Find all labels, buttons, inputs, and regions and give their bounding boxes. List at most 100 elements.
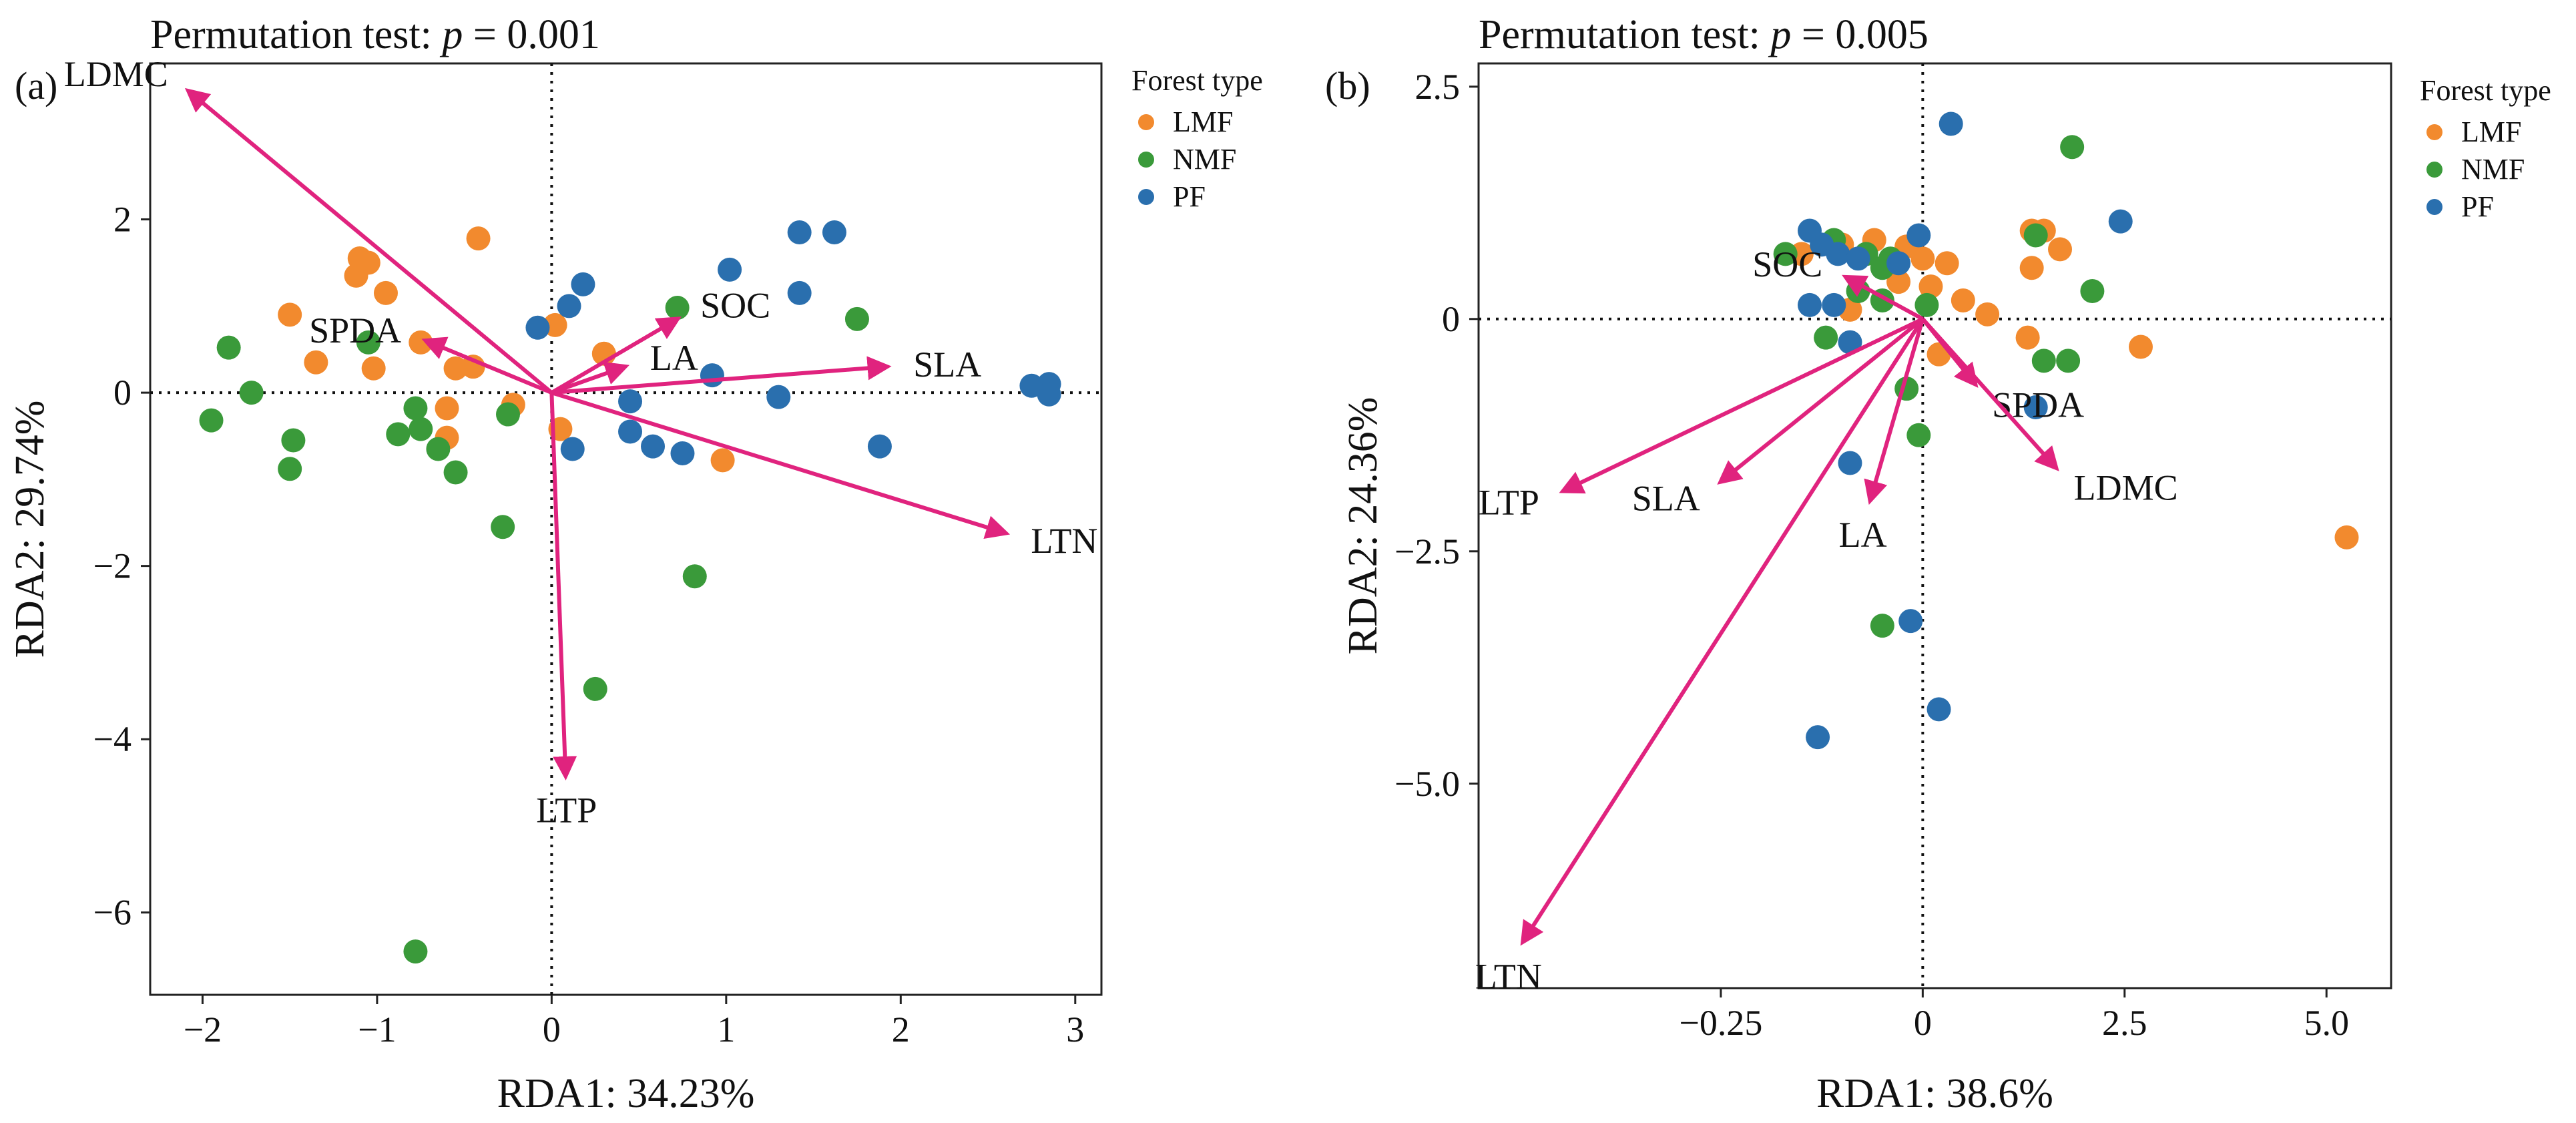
data-point — [1797, 292, 1822, 317]
vector-label: LTP — [1479, 483, 1539, 523]
legend-label: LMF — [1173, 105, 1233, 138]
chart-title: Permutation test: p = 0.001 — [150, 12, 600, 57]
vector-label: SPDA — [309, 310, 401, 351]
data-point — [1906, 423, 1931, 447]
vector-soc — [1842, 274, 1924, 321]
data-point — [560, 437, 585, 461]
data-point — [344, 263, 368, 288]
data-point — [1898, 609, 1923, 634]
data-point — [710, 448, 735, 473]
data-point — [571, 272, 595, 296]
data-point — [557, 294, 581, 318]
vector-label: SLA — [913, 345, 981, 385]
legend-label: NMF — [2461, 153, 2525, 186]
data-point — [2056, 349, 2081, 373]
data-point — [386, 422, 411, 447]
title-part: p — [1768, 12, 1791, 57]
data-point — [1870, 614, 1894, 638]
data-point — [356, 330, 380, 355]
data-point — [525, 315, 550, 340]
x-tick-label: −0.25 — [1679, 1003, 1762, 1043]
vector-label: LTN — [1475, 956, 1542, 996]
data-point — [2048, 237, 2073, 262]
y-tick-label: −5.0 — [1394, 764, 1460, 804]
data-point — [618, 419, 643, 444]
data-point — [1826, 242, 1850, 266]
panel-label: (b) — [1325, 64, 1370, 107]
y-tick-label: −4 — [93, 719, 132, 759]
vector-label: SOC — [1752, 244, 1822, 284]
data-point — [466, 226, 491, 251]
vector-label: SPDA — [1992, 385, 2084, 425]
data-point — [496, 402, 521, 427]
vector-label: SLA — [1632, 478, 1700, 518]
data-point — [1846, 246, 1870, 271]
x-tick-label: 2.5 — [2102, 1003, 2147, 1043]
data-point — [844, 306, 869, 331]
data-point — [1951, 288, 1975, 312]
data-point — [1814, 325, 1838, 350]
y-axis-label: RDA2: 24.36% — [1340, 397, 1386, 655]
data-point — [373, 280, 398, 305]
data-point — [718, 257, 742, 282]
vector-ltn — [551, 391, 1011, 539]
y-tick-label: 0 — [113, 373, 132, 413]
vector-ltn — [1520, 318, 1924, 946]
data-point — [1926, 697, 1951, 722]
title-part: = 0.001 — [463, 12, 599, 57]
data-point — [2080, 279, 2105, 304]
data-point — [2060, 135, 2085, 160]
series-nmf — [199, 295, 869, 964]
data-point — [216, 335, 241, 360]
data-point — [443, 460, 468, 485]
x-tick-label: 1 — [717, 1009, 735, 1050]
panel-label: (a) — [15, 64, 57, 107]
data-point — [409, 417, 433, 441]
legend: Forest type LMF NMF PF — [2420, 74, 2551, 223]
data-point — [1935, 251, 1959, 276]
y-tick-label: −6 — [93, 893, 132, 933]
vector-soc — [550, 316, 682, 395]
legend-title: Forest type — [2420, 74, 2551, 107]
data-point — [2023, 223, 2048, 248]
data-point — [682, 564, 707, 589]
vector-label: LTN — [1031, 521, 1097, 561]
data-point — [435, 396, 459, 421]
data-point — [2019, 256, 2044, 280]
data-point — [304, 350, 328, 375]
data-point — [618, 389, 643, 414]
y-axis-label: RDA2: 29.74% — [7, 401, 53, 658]
data-point — [1918, 274, 1943, 299]
data-point — [665, 295, 690, 320]
data-point — [278, 457, 302, 481]
data-point — [2108, 209, 2133, 234]
legend-marker — [2426, 162, 2442, 178]
data-point — [1910, 246, 1935, 271]
plot-frame — [149, 62, 1103, 996]
data-point — [787, 280, 812, 305]
y-tick-label: −2 — [93, 546, 132, 586]
legend-marker — [1138, 189, 1154, 205]
data-point — [199, 408, 224, 433]
data-point — [867, 434, 892, 459]
data-point — [361, 356, 386, 381]
y-tick-label: −2.5 — [1394, 531, 1460, 572]
plot-frame — [1477, 62, 2392, 989]
vector-ldmc — [184, 87, 553, 395]
legend-marker — [1138, 114, 1154, 130]
data-point — [403, 396, 428, 421]
vector-sla — [551, 356, 892, 395]
vector-la — [1864, 318, 1925, 505]
data-point — [491, 515, 515, 539]
data-point — [443, 356, 468, 381]
title-part: Permutation test: — [150, 12, 442, 57]
data-point — [2128, 334, 2153, 359]
data-point — [1886, 270, 1911, 294]
data-point — [1939, 111, 1963, 136]
data-point — [1773, 242, 1798, 266]
data-point — [426, 437, 451, 461]
data-point — [2031, 349, 2056, 373]
series-pf — [1797, 111, 2133, 750]
data-point — [281, 428, 306, 453]
